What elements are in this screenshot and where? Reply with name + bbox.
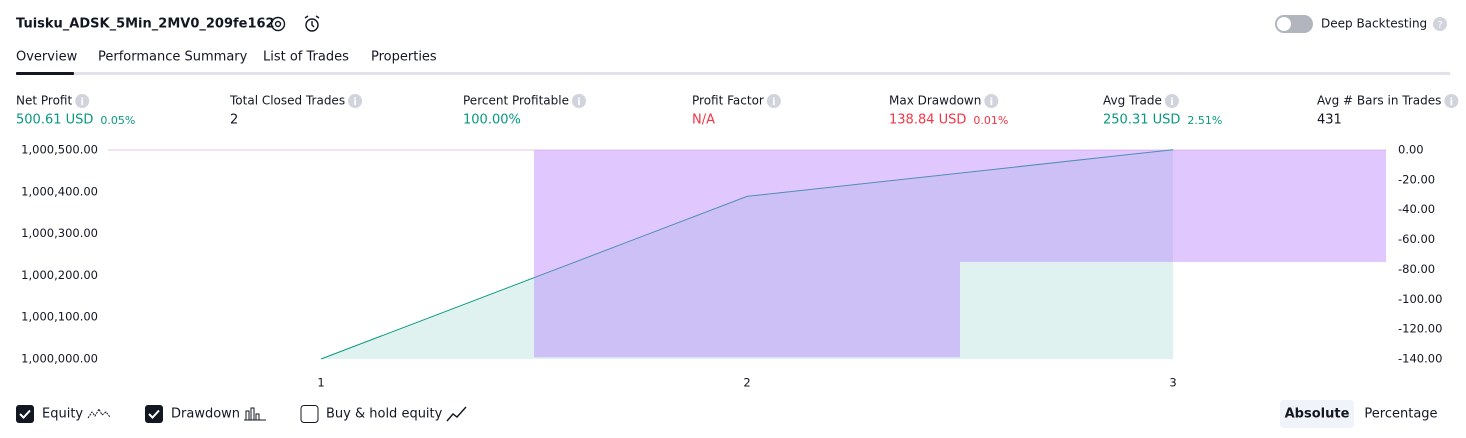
tab[interactable]: List of Trades	[263, 50, 349, 65]
info-glyph: i	[990, 97, 993, 108]
metric-value: 138.84 USD	[889, 113, 966, 128]
info-glyph: i	[577, 97, 580, 108]
y2-tick-label: -20.00	[1398, 172, 1435, 186]
metric-value: 500.61 USD	[16, 113, 93, 128]
info-icon[interactable]: i	[984, 94, 999, 108]
x-tick-label: 3	[1169, 376, 1176, 390]
buy-hold-label: Buy & hold equity	[326, 407, 443, 422]
info-circle	[984, 94, 999, 108]
metric-label: Total Closed Trades	[229, 94, 345, 108]
y2-tick-label: -60.00	[1398, 232, 1435, 246]
tab[interactable]: Overview	[16, 50, 78, 65]
alarm-icon[interactable]	[304, 15, 320, 32]
info-icon[interactable]: i	[766, 94, 781, 108]
strategy-title: Tuisku_ADSK_5Min_2MV0_209fe162	[16, 17, 275, 32]
drawdown-bar	[534, 150, 960, 358]
y-tick-label: 1,000,100.00	[21, 310, 98, 324]
metric-label: Percent Profitable	[463, 94, 569, 108]
info-glyph: i	[1450, 97, 1453, 108]
info-circle	[766, 94, 781, 108]
buy-hold-icon	[446, 406, 467, 422]
metric-percent: 0.05%	[100, 114, 135, 127]
y-tick-label: 1,000,400.00	[21, 184, 98, 198]
drawdown-icon	[244, 407, 266, 421]
metric-label: Net Profit	[16, 94, 72, 108]
x-tick-label: 1	[317, 376, 324, 390]
y2-tick-label: -120.00	[1398, 322, 1442, 336]
x-tick-label: 2	[743, 376, 750, 390]
metric-label: Avg # Bars in Trades	[1317, 94, 1441, 108]
legend-label: Equity	[42, 407, 83, 422]
y2-tick-label: -80.00	[1398, 262, 1435, 276]
svg-text:?: ?	[1437, 20, 1442, 31]
metric-value: 431	[1317, 113, 1342, 128]
metric-percent: 2.51%	[1187, 114, 1222, 127]
metric-value: 100.00%	[463, 113, 521, 128]
deep-backtesting-label: Deep Backtesting	[1321, 17, 1427, 31]
equity-checkbox[interactable]	[16, 405, 34, 423]
y-tick-label: 1,000,000.00	[21, 352, 98, 366]
info-icon[interactable]: i	[1164, 94, 1179, 108]
metric-percent: 0.01%	[973, 114, 1008, 127]
info-glyph: i	[1170, 97, 1173, 108]
info-glyph: i	[772, 97, 775, 108]
info-glyph: i	[80, 97, 83, 108]
info-icon[interactable]: i	[571, 94, 586, 108]
drawdown-checkbox[interactable]	[145, 405, 163, 423]
metric-label: Profit Factor	[692, 94, 764, 108]
tab[interactable]: Performance Summary	[98, 50, 248, 65]
metric-label: Max Drawdown	[889, 94, 981, 108]
toggle-knob	[1277, 17, 1291, 31]
y2-tick-label: -140.00	[1398, 352, 1442, 366]
metric-value: 2	[230, 113, 238, 128]
equity-line	[320, 149, 1174, 360]
y-tick-label: 1,000,200.00	[21, 268, 98, 282]
info-circle	[571, 94, 586, 108]
info-icon[interactable]: i	[1444, 94, 1459, 108]
buy-hold-checkbox[interactable]	[300, 405, 319, 423]
metric-value: 250.31 USD	[1103, 113, 1180, 128]
drawdown-bar	[960, 150, 1386, 262]
y2-tick-label: -40.00	[1398, 202, 1435, 216]
y-tick-label: 1,000,300.00	[21, 226, 98, 240]
metric-value: N/A	[692, 113, 715, 128]
y2-tick-label: 0.00	[1398, 143, 1424, 157]
percentage-button[interactable]: Percentage	[1364, 407, 1437, 422]
info-circle	[348, 94, 363, 108]
info-icon[interactable]: i	[348, 94, 363, 108]
y-tick-label: 1,000,500.00	[21, 143, 98, 157]
info-circle	[1164, 94, 1179, 108]
metric-label: Avg Trade	[1103, 94, 1162, 108]
legend-label: Drawdown	[171, 407, 240, 422]
y2-tick-label: -100.00	[1398, 292, 1442, 306]
info-glyph: i	[353, 97, 356, 108]
equity-icon	[87, 407, 111, 419]
info-icon[interactable]: i	[75, 94, 90, 108]
info-circle	[75, 94, 90, 108]
settings-icon[interactable]	[270, 16, 286, 32]
absolute-label: Absolute	[1285, 407, 1350, 422]
help-icon[interactable]: ?	[1433, 17, 1447, 31]
active-tab-underline	[16, 72, 74, 75]
equity-area	[321, 149, 1173, 359]
absolute-button[interactable]	[1280, 400, 1354, 428]
tab[interactable]: Properties	[371, 50, 437, 65]
info-circle	[1444, 94, 1459, 108]
